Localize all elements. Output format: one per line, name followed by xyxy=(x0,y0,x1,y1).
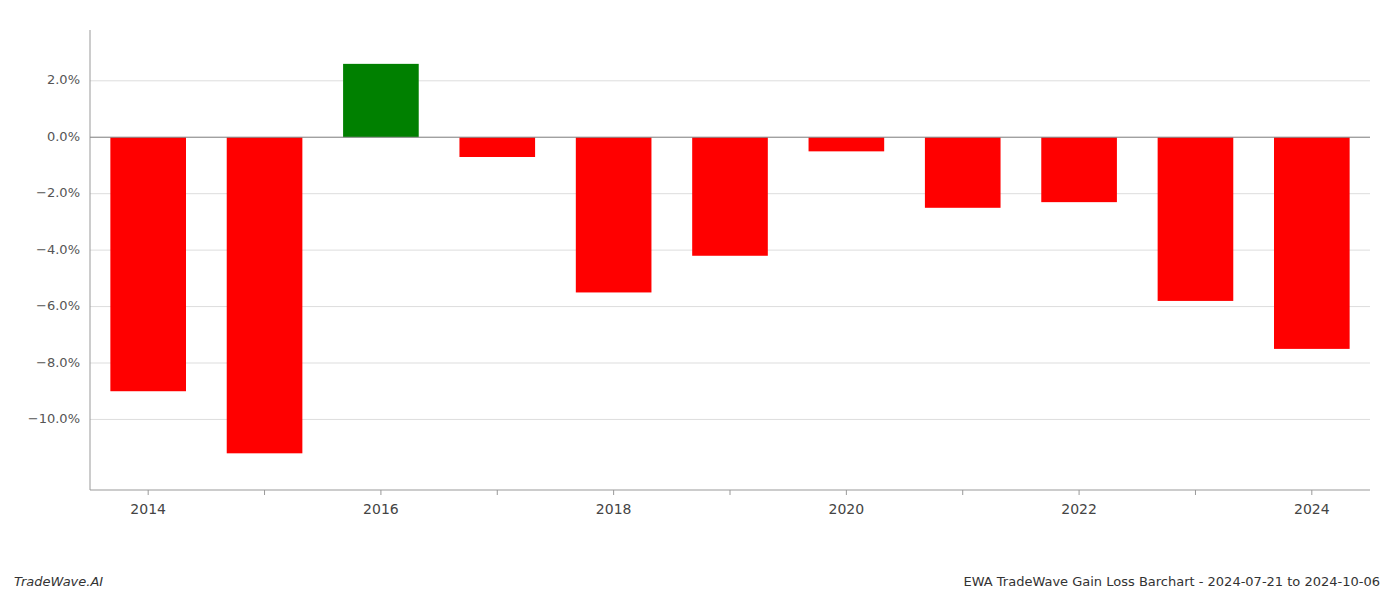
y-tick-label: 2.0% xyxy=(47,72,80,87)
x-tick-label: 2016 xyxy=(363,501,399,517)
x-tick xyxy=(1079,490,1080,495)
y-axis: −10.0% −8.0% −6.0% −4.0% −2.0% 0.0% 2.0% xyxy=(28,30,90,490)
bar xyxy=(110,137,186,391)
chart: −10.0%−8.0%−6.0%−4.0%−2.0%0.0%2.0%201420… xyxy=(0,0,1400,600)
watermark: TradeWave.AI xyxy=(14,574,103,589)
bar xyxy=(809,137,885,151)
x-tick xyxy=(613,490,614,495)
x-tick xyxy=(148,490,149,495)
x-tick xyxy=(1311,490,1312,495)
bar xyxy=(692,137,768,256)
x-tick xyxy=(730,490,731,495)
y-tick-label: −4.0% xyxy=(36,242,80,257)
bar xyxy=(1274,137,1350,349)
bar xyxy=(343,64,419,137)
y-tick-label: −6.0% xyxy=(36,298,80,313)
grid-line xyxy=(90,137,1370,138)
page: {"chart_data": { "type": "bar", "title":… xyxy=(0,0,1400,600)
x-tick xyxy=(1195,490,1196,495)
x-tick xyxy=(264,490,265,495)
x-tick xyxy=(497,490,498,495)
zero-line xyxy=(90,137,1370,138)
y-tick-label: −8.0% xyxy=(36,355,80,370)
bar xyxy=(576,137,652,292)
bar xyxy=(227,137,303,453)
x-tick-label: 2024 xyxy=(1294,501,1330,517)
x-tick-label: 2018 xyxy=(596,501,632,517)
bar xyxy=(1158,137,1234,301)
bar xyxy=(459,137,535,157)
y-tick-label: −2.0% xyxy=(36,185,80,200)
x-axis: 2014 2016 2018 2020 2022 2024 xyxy=(90,137,1370,517)
x-tick xyxy=(846,490,847,495)
y-tick-label: 0.0% xyxy=(47,129,80,144)
y-axis-line xyxy=(90,30,91,490)
bar xyxy=(1041,137,1117,202)
y-tick-label: −10.0% xyxy=(28,411,80,426)
bar xyxy=(925,137,1001,208)
x-tick xyxy=(962,490,963,495)
x-tick-label: 2014 xyxy=(130,501,166,517)
bars xyxy=(110,64,1349,453)
x-tick-label: 2020 xyxy=(829,501,865,517)
grid-line xyxy=(90,80,1370,81)
title: EWA TradeWave Gain Loss Barchart - 2024-… xyxy=(963,574,1380,589)
x-tick xyxy=(380,490,381,495)
x-tick-label: 2022 xyxy=(1061,501,1097,517)
